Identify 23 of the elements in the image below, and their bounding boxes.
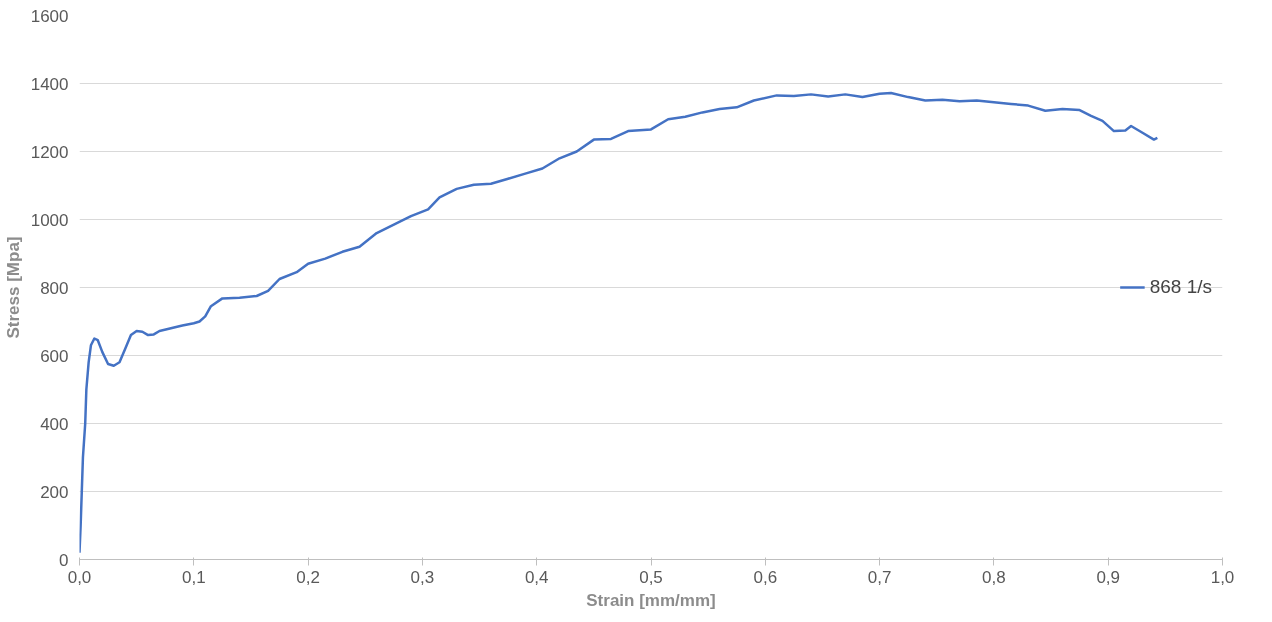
x-tick-label: 0,4 bbox=[524, 567, 549, 587]
x-tick-label: 0,3 bbox=[410, 567, 435, 587]
y-tick-label: 1400 bbox=[30, 74, 69, 94]
y-tick-label: 1200 bbox=[30, 142, 69, 162]
x-axis-title: Strain [mm/mm] bbox=[586, 590, 716, 610]
y-tick-label: 800 bbox=[40, 278, 69, 298]
x-tick-label: 0,6 bbox=[753, 567, 778, 587]
legend-label: 868 1/s bbox=[1149, 276, 1212, 298]
y-axis-title: Stress [Mpa] bbox=[3, 236, 23, 339]
x-tick-label: 0,5 bbox=[639, 567, 663, 587]
x-tick-label: 0,1 bbox=[181, 567, 206, 587]
y-tick-label: 200 bbox=[40, 482, 69, 502]
x-tick-label: 0,0 bbox=[67, 567, 92, 587]
x-tick-label: 1,0 bbox=[1210, 567, 1235, 587]
x-tick-label: 0,7 bbox=[867, 567, 892, 587]
y-tick-label: 0 bbox=[59, 550, 69, 570]
x-tick-label: 0,8 bbox=[982, 567, 1006, 587]
y-tick-label: 1000 bbox=[30, 210, 69, 230]
x-tick-label: 0,9 bbox=[1096, 567, 1121, 587]
y-tick-label: 600 bbox=[40, 346, 69, 366]
y-tick-label: 1600 bbox=[30, 6, 69, 26]
x-tick-label: 0,2 bbox=[296, 567, 320, 587]
y-tick-label: 400 bbox=[40, 414, 69, 434]
